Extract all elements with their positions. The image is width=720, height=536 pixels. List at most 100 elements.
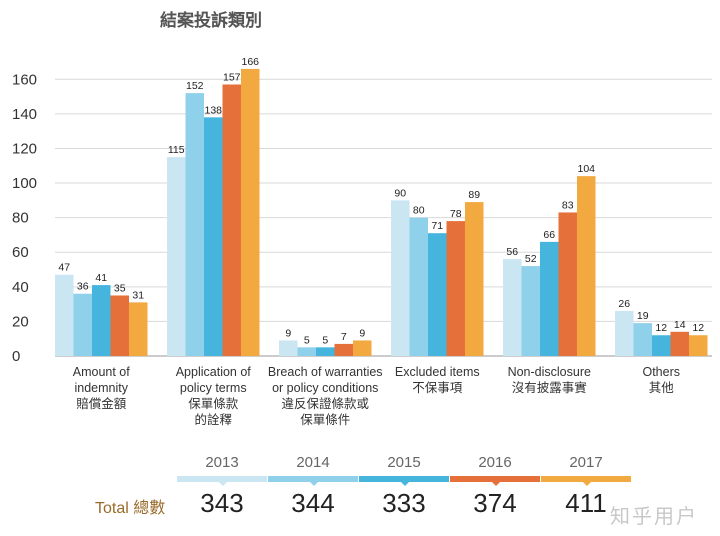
data-label: 78: [450, 208, 462, 220]
legend-swatch: [450, 476, 540, 486]
legend-swatch: [177, 476, 267, 486]
total-value: 411: [565, 488, 607, 518]
bar-2014: [297, 347, 316, 356]
category-label: 其他: [649, 381, 675, 395]
data-label: 90: [394, 187, 406, 199]
category-label: 的詮釋: [194, 412, 232, 427]
y-tick-label: 160: [12, 71, 37, 88]
category-label: Application of: [176, 365, 252, 379]
bar-2014: [633, 323, 652, 356]
category-label: 保單條件: [300, 413, 350, 427]
bar-2014: [521, 266, 540, 356]
legend-year: 2014: [296, 454, 330, 471]
totals-legend: Total 總數 2013 343 2014 344 2015 333 2016 374 201…: [0, 440, 720, 536]
data-label: 12: [692, 322, 704, 334]
data-label: 35: [114, 282, 126, 294]
y-tick-label: 140: [12, 106, 37, 123]
legend-swatch: [359, 476, 449, 486]
category-label: Excluded items: [395, 365, 480, 379]
bar-2016: [558, 212, 577, 356]
watermark: 知乎用户: [610, 506, 698, 528]
legend-notch: [400, 481, 410, 486]
y-tick-label: 80: [12, 210, 29, 227]
data-label: 166: [241, 56, 259, 68]
bar-2017: [353, 340, 372, 356]
chart-title: 結案投訴類別: [160, 11, 262, 30]
category-label: 賠償金額: [76, 396, 127, 411]
bar-2016: [334, 343, 353, 356]
bar-2013: [167, 157, 186, 356]
bar-2014: [73, 293, 92, 356]
category-label: Amount of: [73, 365, 131, 379]
category-label: Breach of warranties: [268, 365, 383, 379]
category-label: Others: [642, 365, 680, 379]
data-label: 7: [341, 331, 347, 343]
bar-2015: [652, 335, 671, 356]
legend-notch: [309, 481, 319, 486]
data-label: 5: [304, 334, 310, 346]
data-label: 138: [204, 104, 222, 116]
total-label: Total 總數: [95, 500, 166, 517]
data-label: 104: [577, 163, 595, 175]
legend-year: 2013: [205, 454, 239, 471]
data-label: 66: [543, 229, 555, 241]
data-label: 19: [637, 310, 649, 322]
data-label: 9: [359, 327, 365, 339]
y-tick-label: 20: [12, 313, 29, 330]
data-label: 36: [77, 281, 89, 293]
data-label: 14: [674, 319, 686, 331]
category-label: 不保事項: [412, 381, 463, 395]
data-label: 41: [95, 272, 107, 284]
y-tick-label: 120: [12, 140, 37, 157]
legend-year: 2016: [478, 454, 512, 471]
bar-2016: [670, 331, 689, 356]
total-value: 333: [382, 488, 426, 518]
total-value: 343: [200, 488, 244, 518]
data-label: 115: [168, 144, 185, 156]
data-label: 26: [618, 298, 630, 310]
category-label: 沒有披露事實: [512, 380, 587, 395]
data-label: 89: [468, 189, 480, 201]
legend-notch: [582, 481, 592, 486]
bar-2015: [316, 347, 335, 356]
bar-2017: [689, 335, 708, 356]
category-label: policy terms: [180, 381, 247, 395]
data-label: 152: [186, 80, 204, 92]
bar-2015: [428, 233, 447, 356]
bar-2015: [92, 285, 111, 356]
bar-2017: [577, 176, 596, 356]
bar-2016: [222, 84, 241, 356]
category-label: Non-disclosure: [508, 365, 591, 379]
data-label: 9: [285, 327, 291, 339]
data-label: 12: [655, 322, 667, 334]
bar-2013: [55, 274, 74, 356]
data-label: 56: [506, 246, 518, 258]
bar-chart: 0 20 40 60 80 100 120 140 160 47 36 41 35 31 Amount of…: [12, 56, 712, 427]
category-label: indemnity: [75, 381, 129, 395]
y-tick-label: 40: [12, 279, 29, 296]
bar-2017: [241, 68, 260, 356]
bar-2013: [615, 311, 634, 356]
bar-2014: [409, 217, 428, 356]
legend-year: 2017: [569, 454, 603, 471]
data-label: 52: [525, 253, 537, 265]
bar-2015: [204, 117, 223, 356]
bar-2013: [503, 259, 522, 356]
bar-2017: [129, 302, 148, 356]
category-label: 保單條款: [188, 397, 239, 411]
bar-2015: [540, 241, 559, 356]
bar-2014: [185, 93, 204, 357]
total-value: 374: [473, 488, 517, 518]
y-tick-label: 0: [12, 348, 20, 365]
legend-year: 2015: [387, 454, 421, 471]
legend-swatch: [541, 476, 631, 486]
data-label: 157: [223, 71, 241, 83]
data-label: 83: [562, 199, 574, 211]
legend-notch: [218, 481, 228, 486]
legend-swatch: [268, 476, 358, 486]
data-label: 31: [132, 289, 144, 301]
y-tick-label: 60: [12, 244, 29, 261]
y-tick-label: 100: [12, 175, 37, 192]
bar-2013: [391, 200, 410, 356]
data-label: 5: [322, 334, 328, 346]
